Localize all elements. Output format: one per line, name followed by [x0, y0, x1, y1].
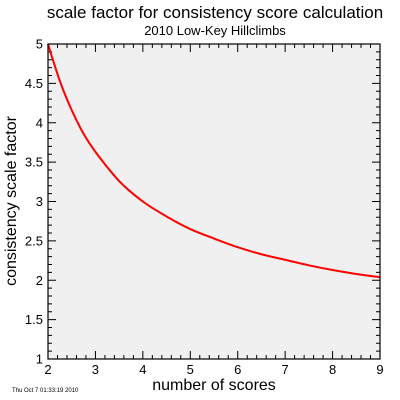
x-tick-label: 3 — [92, 362, 99, 377]
timestamp-footer: Thu Oct 7 01:33:19 2010 — [12, 388, 79, 394]
series-layer — [47, 43, 381, 279]
y-tick-label: 1.5 — [25, 312, 43, 327]
y-axis-label: consistency scale factor — [3, 115, 20, 286]
x-tick-label: 9 — [376, 362, 383, 377]
axis-tick-labels: 2 3 4 5 6 7 8 9 1 1.5 2 2.5 3 3.5 4 4.5 5 — [25, 37, 384, 378]
x-tick-label: 7 — [282, 362, 289, 377]
x-tick-label: 5 — [187, 362, 194, 377]
x-tick-label: 2 — [44, 362, 51, 377]
plot-background — [48, 44, 380, 359]
y-tick-label: 5 — [36, 37, 43, 52]
x-tick-label: 4 — [139, 362, 146, 377]
x-axis-label: number of scores — [152, 377, 276, 394]
x-tick-label: 6 — [234, 362, 241, 377]
y-tick-label: 4 — [36, 115, 43, 130]
y-tick-label: 2.5 — [25, 233, 43, 248]
axis-ticks — [47, 43, 381, 360]
chart-subtitle: 2010 Low-Key Hillclimbs — [144, 23, 286, 38]
plot-frame — [47, 43, 381, 360]
y-tick-label: 3.5 — [25, 155, 43, 170]
x-tick-label: 8 — [329, 362, 336, 377]
series-line — [47, 43, 381, 279]
chart-title: scale factor for consistency score calcu… — [47, 3, 383, 22]
y-tick-label: 3 — [36, 194, 43, 209]
y-tick-label: 1 — [36, 352, 43, 367]
y-tick-label: 2 — [36, 273, 43, 288]
y-tick-label: 4.5 — [25, 76, 43, 91]
